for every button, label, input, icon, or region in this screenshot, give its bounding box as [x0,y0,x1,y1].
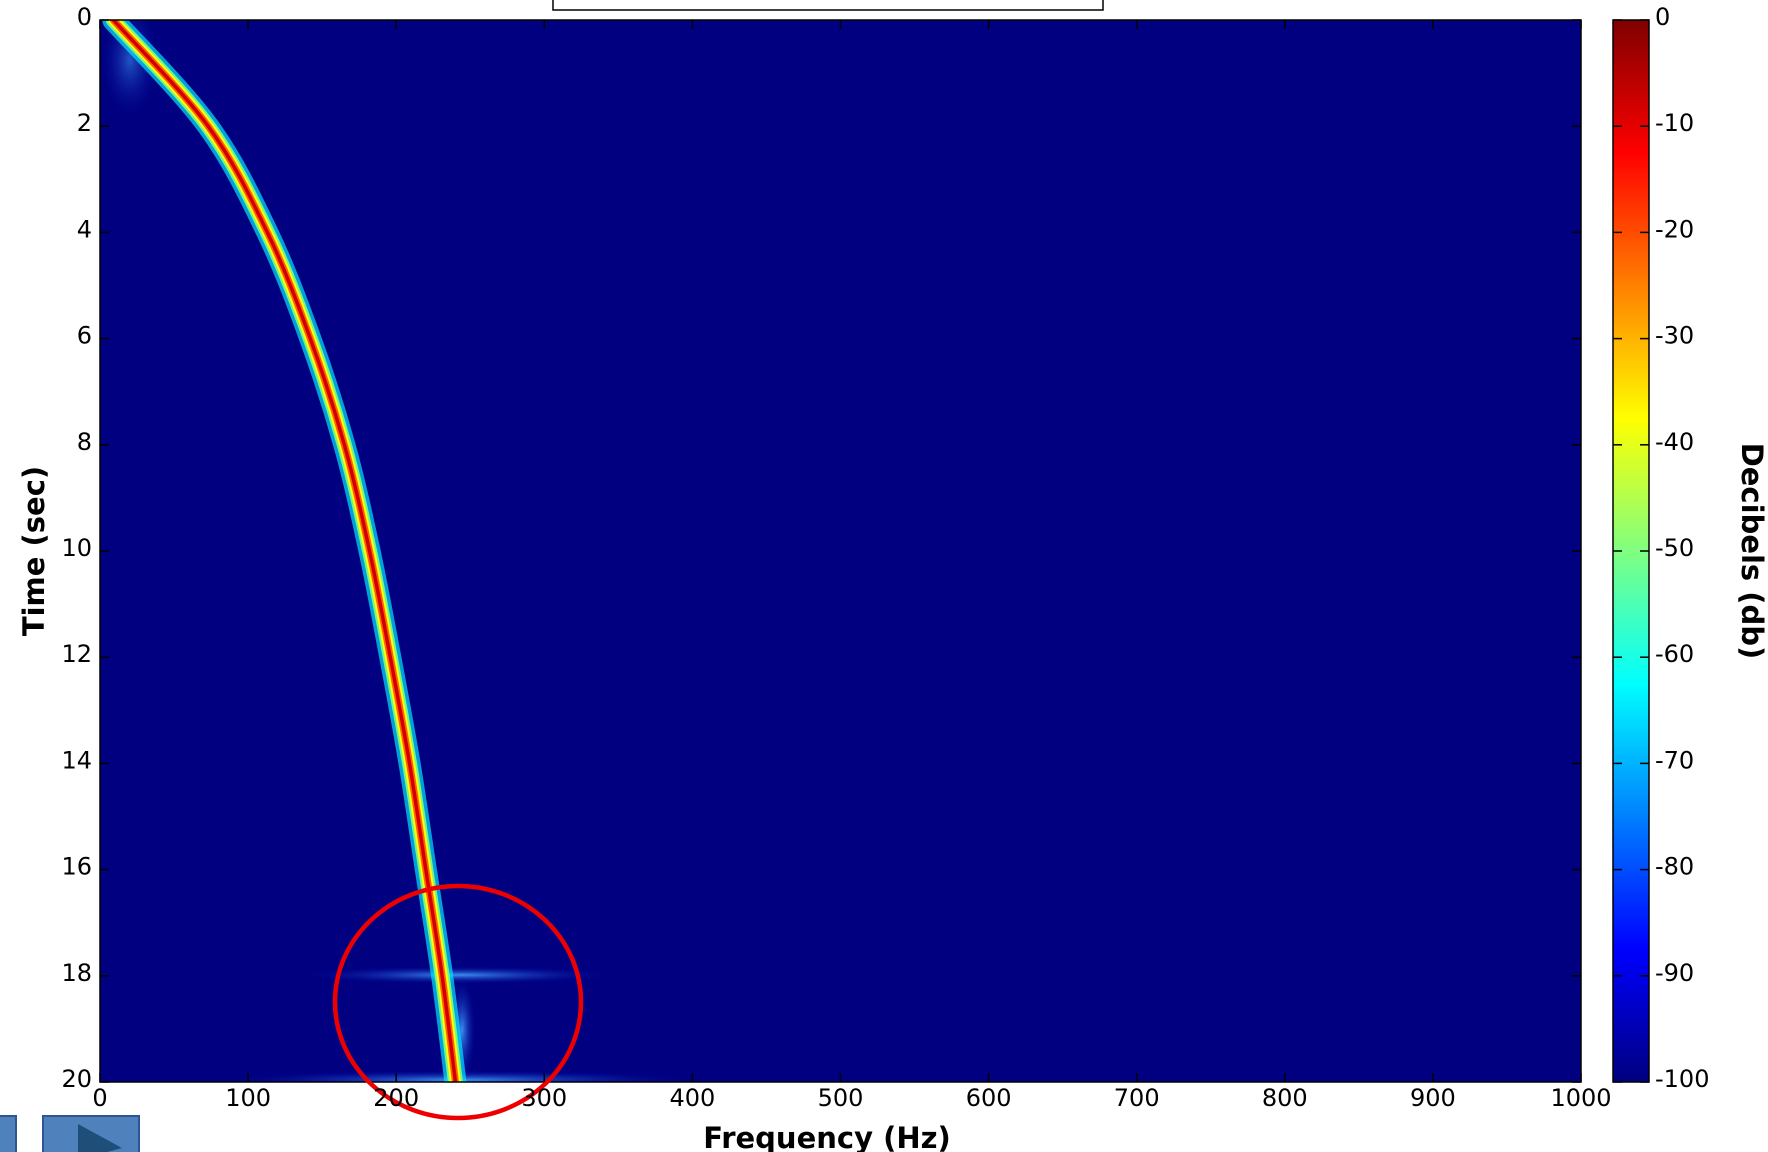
colorbar-tick-label: -20 [1655,215,1694,243]
y-tick-label: 6 [77,322,92,350]
x-tick-label: 600 [966,1084,1012,1112]
x-tick-label: 100 [225,1084,271,1112]
next-arrow [78,1124,122,1152]
y-tick-label: 10 [61,534,92,562]
plot-area [100,20,1581,1082]
colorbar-tick-label: -30 [1655,322,1694,350]
y-tick-label: 14 [61,746,92,774]
colorbar-tick-label: -70 [1655,746,1694,774]
x-tick-label: 0 [92,1084,107,1112]
colorbar-tick-label: -10 [1655,109,1694,137]
highlight-circle [332,883,584,1121]
x-tick-label: 900 [1410,1084,1456,1112]
x-tick-label: 800 [1262,1084,1308,1112]
x-tick-label: 400 [669,1084,715,1112]
x-tick-label: 1000 [1550,1084,1611,1112]
colorbar-tick-label: -80 [1655,853,1694,881]
y-tick-label: 18 [61,959,92,987]
y-tick-label: 16 [61,853,92,881]
y-tick-label: 0 [77,3,92,31]
colorbar-tick-label: -60 [1655,640,1694,668]
x-tick-label: 300 [521,1084,567,1112]
x-tick-label: 500 [818,1084,864,1112]
colorbar-tick-label: -40 [1655,428,1694,456]
x-tick-label: 700 [1114,1084,1160,1112]
colorbar-tick-label: -100 [1655,1065,1709,1093]
y-tick-label: 2 [77,109,92,137]
y-tick-label: 8 [77,428,92,456]
plot-background [100,20,1581,1082]
y-tick-label: 4 [77,215,92,243]
colorbar-tick-label: -50 [1655,534,1694,562]
prev-button[interactable] [0,1115,17,1152]
title-box [552,0,1104,11]
x-tick-label: 200 [373,1084,419,1112]
ridge [111,20,458,1082]
x-axis-label: Frequency (Hz) [703,1121,951,1152]
colorbar-tick-label: 0 [1655,3,1670,31]
colorbar-tick-label: -90 [1655,959,1694,987]
colorbar-label: Decibels (db) [1735,443,1768,660]
y-tick-label: 12 [61,640,92,668]
smear [298,966,618,984]
y-axis-label: Time (sec) [17,466,51,636]
y-tick-label: 20 [61,1065,92,1093]
